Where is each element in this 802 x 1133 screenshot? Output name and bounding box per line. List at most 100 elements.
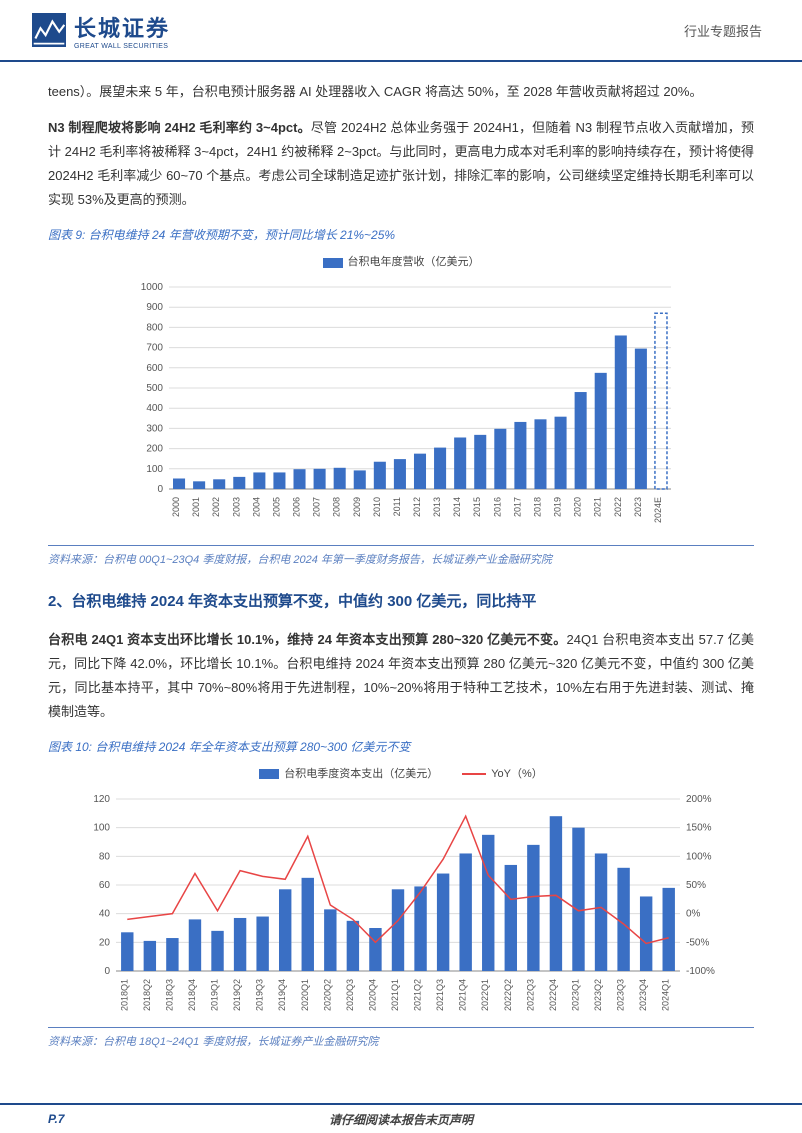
svg-text:2021Q1: 2021Q1 xyxy=(390,979,400,1011)
svg-text:80: 80 xyxy=(99,851,111,862)
figure-9-source: 资料来源：台积电 00Q1~23Q4 季度财报，台积电 2024 年第一季度财务… xyxy=(48,545,754,570)
paragraph-n3: N3 制程爬坡将影响 24H2 毛利率约 3~4pct。尽管 2024H2 总体… xyxy=(48,116,754,212)
legend-bar-label-10: 台积电季度资本支出（亿美元） xyxy=(284,764,438,784)
svg-text:0: 0 xyxy=(104,966,110,977)
svg-text:120: 120 xyxy=(93,794,110,805)
svg-text:2019: 2019 xyxy=(553,497,563,517)
svg-text:2005: 2005 xyxy=(271,497,281,517)
svg-text:2014: 2014 xyxy=(452,497,462,517)
svg-text:0: 0 xyxy=(157,484,163,495)
legend-line-swatch-icon xyxy=(462,773,486,775)
svg-text:2022Q1: 2022Q1 xyxy=(480,979,490,1011)
svg-text:2018Q3: 2018Q3 xyxy=(164,979,174,1011)
svg-text:200%: 200% xyxy=(686,794,712,805)
svg-text:2010: 2010 xyxy=(372,497,382,517)
company-logo-icon xyxy=(32,13,66,47)
figure-10-legend: 台积电季度资本支出（亿美元） YoY（%） xyxy=(48,764,754,784)
svg-text:2011: 2011 xyxy=(392,497,402,516)
svg-text:2020: 2020 xyxy=(573,497,583,517)
legend-item-line: YoY（%） xyxy=(462,764,543,784)
svg-text:100: 100 xyxy=(146,464,163,475)
svg-text:2019Q2: 2019Q2 xyxy=(232,979,242,1011)
svg-text:2018Q1: 2018Q1 xyxy=(119,979,129,1011)
svg-text:2021: 2021 xyxy=(593,497,603,517)
svg-text:2018: 2018 xyxy=(532,497,542,517)
svg-text:2004: 2004 xyxy=(251,497,261,517)
svg-text:2023Q2: 2023Q2 xyxy=(593,979,603,1011)
svg-text:50%: 50% xyxy=(686,880,706,891)
page-footer: P.7 请仔细阅读本报告末页声明 xyxy=(0,1103,802,1133)
page-number: P.7 xyxy=(48,1112,64,1126)
content-area: teens）。展望未来 5 年，台积电预计服务器 AI 处理器收入 CAGR 将… xyxy=(0,62,802,1052)
svg-text:20: 20 xyxy=(99,937,111,948)
svg-text:2022Q3: 2022Q3 xyxy=(525,979,535,1011)
svg-text:2021Q2: 2021Q2 xyxy=(413,979,423,1011)
svg-text:40: 40 xyxy=(99,908,111,919)
section-2-paragraph: 台积电 24Q1 资本支出环比增长 10.1%，维持 24 年资本支出预算 28… xyxy=(48,628,754,724)
svg-text:2012: 2012 xyxy=(412,497,422,517)
svg-text:2013: 2013 xyxy=(432,497,442,517)
svg-text:2019Q1: 2019Q1 xyxy=(210,979,220,1011)
svg-text:2007: 2007 xyxy=(312,497,322,517)
svg-text:200: 200 xyxy=(146,443,163,454)
chart-9-svg: 0100200300400500600700800900100020002001… xyxy=(121,277,681,537)
svg-text:700: 700 xyxy=(146,342,163,353)
footer-disclaimer: 请仔细阅读本报告末页声明 xyxy=(329,1111,473,1128)
svg-text:60: 60 xyxy=(99,880,111,891)
svg-text:300: 300 xyxy=(146,423,163,434)
svg-text:150%: 150% xyxy=(686,822,712,833)
svg-text:500: 500 xyxy=(146,383,163,394)
svg-text:1000: 1000 xyxy=(141,282,164,293)
svg-text:600: 600 xyxy=(146,363,163,374)
svg-text:2024Q1: 2024Q1 xyxy=(661,979,671,1011)
svg-text:2020Q1: 2020Q1 xyxy=(300,979,310,1011)
svg-text:2020Q4: 2020Q4 xyxy=(367,979,377,1011)
legend-item-bar: 台积电季度资本支出（亿美元） xyxy=(259,764,438,784)
svg-text:100: 100 xyxy=(93,822,110,833)
svg-text:-100%: -100% xyxy=(686,966,715,977)
svg-text:2002: 2002 xyxy=(211,497,221,517)
svg-text:800: 800 xyxy=(146,322,163,333)
figure-10-chart: 台积电季度资本支出（亿美元） YoY（%） 0 20 40 60 80 100 120 -10… xyxy=(48,764,754,1018)
svg-text:2023Q3: 2023Q3 xyxy=(616,979,626,1011)
svg-text:2021Q4: 2021Q4 xyxy=(458,979,468,1011)
figure-9-legend: 台积电年度营收（亿美元） xyxy=(48,252,754,272)
legend-bar-swatch-icon xyxy=(259,769,279,779)
svg-text:2021Q3: 2021Q3 xyxy=(435,979,445,1011)
legend-line-label-10: YoY（%） xyxy=(491,764,543,784)
figure-10-title: 图表 10: 台积电维持 2024 年全年资本支出预算 280~300 亿美元不… xyxy=(48,736,754,758)
legend-bar-swatch-icon xyxy=(323,258,343,268)
svg-text:2006: 2006 xyxy=(292,497,302,517)
svg-text:-50%: -50% xyxy=(686,937,709,948)
svg-text:2023: 2023 xyxy=(633,497,643,517)
svg-text:2015: 2015 xyxy=(472,497,482,517)
svg-text:2022Q2: 2022Q2 xyxy=(503,979,513,1011)
svg-text:2001: 2001 xyxy=(191,497,201,517)
legend-item: 台积电年度营收（亿美元） xyxy=(323,252,480,272)
svg-text:2020Q3: 2020Q3 xyxy=(345,979,355,1011)
svg-text:2024E: 2024E xyxy=(653,497,663,523)
logo-text: 长城证券 GREAT WALL SECURITIES xyxy=(74,11,170,50)
svg-text:2017: 2017 xyxy=(512,497,522,517)
page-header: 长城证券 GREAT WALL SECURITIES 行业专题报告 xyxy=(0,0,802,62)
svg-text:2019Q4: 2019Q4 xyxy=(277,979,287,1011)
intro-paragraph: teens）。展望未来 5 年，台积电预计服务器 AI 处理器收入 CAGR 将… xyxy=(48,80,754,104)
svg-text:2018Q2: 2018Q2 xyxy=(142,979,152,1011)
svg-text:2023Q4: 2023Q4 xyxy=(638,979,648,1011)
svg-text:2000: 2000 xyxy=(171,497,181,517)
svg-text:2023Q1: 2023Q1 xyxy=(570,979,580,1011)
logo-block: 长城证券 GREAT WALL SECURITIES xyxy=(32,11,170,50)
section2-lead: 台积电 24Q1 资本支出环比增长 10.1%，维持 24 年资本支出预算 28… xyxy=(48,632,567,647)
chart-10-svg: 0 20 40 60 80 100 120 -100% -50% 0% 50% 100% 150% 200… xyxy=(76,789,726,1019)
svg-text:2018Q4: 2018Q4 xyxy=(187,979,197,1011)
svg-text:100%: 100% xyxy=(686,851,712,862)
svg-text:2019Q3: 2019Q3 xyxy=(255,979,265,1011)
legend-bar-label: 台积电年度营收（亿美元） xyxy=(348,252,480,272)
svg-text:400: 400 xyxy=(146,403,163,414)
figure-9-title: 图表 9: 台积电维持 24 年营收预期不变，预计同比增长 21%~25% xyxy=(48,224,754,246)
logo-cn: 长城证券 xyxy=(74,11,170,43)
svg-text:2009: 2009 xyxy=(352,497,362,517)
figure-10-source: 资料来源：台积电 18Q1~24Q1 季度财报，长城证券产业金融研究院 xyxy=(48,1027,754,1052)
svg-text:2020Q2: 2020Q2 xyxy=(322,979,332,1011)
svg-text:0%: 0% xyxy=(686,908,701,919)
